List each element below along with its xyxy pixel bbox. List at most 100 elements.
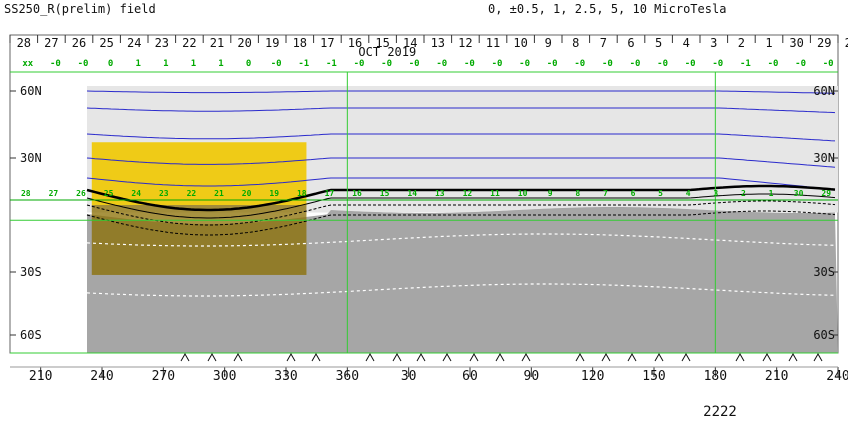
equator-day: 29 xyxy=(821,189,831,198)
lat-label-right: 30S xyxy=(813,265,835,279)
month-label: OCT 2019 xyxy=(358,45,416,59)
top-value: -0 xyxy=(823,59,834,69)
equator-day: 16 xyxy=(352,189,362,198)
equator-day: 19 xyxy=(269,189,279,198)
top-value: -0 xyxy=(519,59,530,69)
contour-north-0 xyxy=(86,90,836,94)
equator-day: 10 xyxy=(518,189,528,198)
day-label: 10 xyxy=(513,36,527,50)
contour-equatorial-2 xyxy=(86,200,836,226)
equator-day: 4 xyxy=(686,189,691,198)
day-label: 30 xyxy=(789,36,803,50)
top-value: -0 xyxy=(768,59,779,69)
lon-label: 180 xyxy=(704,369,727,384)
chart-title: SS250_R(prelim) field xyxy=(4,2,156,16)
event-marker xyxy=(762,352,772,362)
day-label: 23 xyxy=(155,36,169,50)
equator-day: 13 xyxy=(435,189,445,198)
top-value: -1 xyxy=(298,59,309,69)
equator-day: 30 xyxy=(794,189,804,198)
day-label: 7 xyxy=(600,36,607,50)
lon-label: 210 xyxy=(29,369,52,384)
equator-day: 26 xyxy=(76,189,86,198)
lon-label: 240 xyxy=(826,369,848,384)
event-marker xyxy=(286,352,296,362)
contour-equatorial-3 xyxy=(86,210,836,236)
contour-south-1 xyxy=(86,283,836,297)
contour-equatorial-1 xyxy=(86,193,836,219)
event-marker xyxy=(233,352,243,362)
top-value: -0 xyxy=(657,59,668,69)
lon-label: 30 xyxy=(401,369,417,384)
lon-label: 300 xyxy=(213,369,236,384)
highlight-box-south xyxy=(91,205,307,275)
day-label: 29 xyxy=(817,36,831,50)
day-label: 26 xyxy=(72,36,86,50)
equator-day: 11 xyxy=(490,189,500,198)
lat-label-right: 60N xyxy=(813,84,835,98)
top-value: -0 xyxy=(712,59,723,69)
top-value: xx xyxy=(22,59,33,69)
event-marker xyxy=(180,352,190,362)
day-label: 11 xyxy=(486,36,500,50)
lon-label: 120 xyxy=(581,369,604,384)
top-value: 1 xyxy=(163,59,168,69)
event-marker xyxy=(575,352,585,362)
top-value: 1 xyxy=(218,59,223,69)
equator-day: 17 xyxy=(325,189,335,198)
lat-label-left: 60S xyxy=(20,328,42,342)
equator-day: 7 xyxy=(603,189,608,198)
top-value: -0 xyxy=(409,59,420,69)
event-marker xyxy=(442,352,452,362)
day-label: 15 xyxy=(375,36,389,50)
equator-day: 5 xyxy=(658,189,663,198)
day-label: 12 xyxy=(458,36,472,50)
lon-label: 360 xyxy=(336,369,359,384)
equator-day: 14 xyxy=(407,189,417,198)
event-marker xyxy=(207,352,217,362)
top-value: -0 xyxy=(547,59,558,69)
day-label: 2 xyxy=(738,36,745,50)
day-label: 8 xyxy=(572,36,579,50)
event-marker xyxy=(681,352,691,362)
lat-label-left: 30N xyxy=(20,151,42,165)
lon-label: 330 xyxy=(274,369,297,384)
equator-day: 3 xyxy=(713,189,718,198)
event-marker xyxy=(521,352,531,362)
contour-north-2 xyxy=(86,133,836,142)
top-value: -0 xyxy=(354,59,365,69)
event-marker xyxy=(469,352,479,362)
top-value: -0 xyxy=(795,59,806,69)
lon-label: 90 xyxy=(524,369,540,384)
top-value: 0 xyxy=(108,59,113,69)
event-marker xyxy=(495,352,505,362)
top-value: -0 xyxy=(436,59,447,69)
top-value: -0 xyxy=(381,59,392,69)
lat-label-left: 60N xyxy=(20,84,42,98)
day-label: 5 xyxy=(655,36,662,50)
event-marker xyxy=(788,352,798,362)
top-value: -0 xyxy=(602,59,613,69)
contour-levels-label: 0, ±0.5, 1, 2.5, 5, 10 MicroTesla xyxy=(488,2,727,16)
highlight-box-north xyxy=(91,142,307,205)
contour-north-3 xyxy=(86,157,836,168)
top-value: 1 xyxy=(135,59,140,69)
equator-day: 18 xyxy=(297,189,307,198)
lon-label: 270 xyxy=(152,369,175,384)
lon-label: 150 xyxy=(642,369,665,384)
top-value: -1 xyxy=(740,59,751,69)
equator-day: 15 xyxy=(380,189,390,198)
equator-day: 1 xyxy=(769,189,774,198)
top-value: -0 xyxy=(50,59,61,69)
top-value: -1 xyxy=(326,59,337,69)
day-label: 28 xyxy=(845,36,848,50)
day-label: 9 xyxy=(545,36,552,50)
lat-label-right: 60S xyxy=(813,328,835,342)
top-value: -0 xyxy=(492,59,503,69)
day-label: 24 xyxy=(127,36,141,50)
equator-day: 6 xyxy=(631,189,636,198)
event-marker xyxy=(416,352,426,362)
day-label: 19 xyxy=(265,36,279,50)
contour-north-4 xyxy=(86,177,836,190)
